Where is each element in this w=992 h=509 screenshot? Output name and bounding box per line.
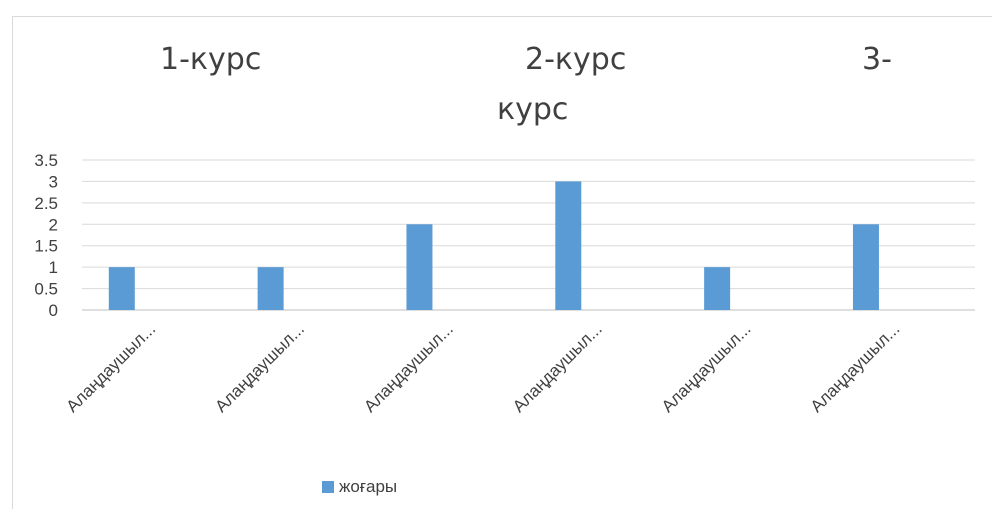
- y-tick-label: 0: [49, 301, 58, 320]
- legend-label: жоғары: [339, 477, 398, 496]
- bars: [108, 181, 879, 310]
- x-axis-labels: Алаңдаушыл... Алаңдаушыл... Алаңдаушыл... А…: [63, 319, 904, 416]
- y-axis-ticks: 0 0.5 1 1.5 2 2.5 3 3.5: [34, 151, 58, 320]
- x-category-label-2: Алаңдаушыл...: [211, 319, 308, 416]
- x-category-label-1: Алаңдаушыл...: [63, 319, 160, 416]
- chart-title-part-1: 1-курс: [160, 42, 262, 77]
- y-tick-label: 0.5: [34, 280, 58, 299]
- legend-swatch: [322, 481, 334, 493]
- x-category-label-4: Алаңдаушыл...: [509, 319, 606, 416]
- chart-title-part-4: курс: [497, 92, 569, 127]
- bar-2: [257, 267, 284, 310]
- x-category-label-5: Алаңдаушыл...: [658, 319, 755, 416]
- x-category-label-6: Алаңдаушыл...: [807, 319, 904, 416]
- y-tick-label: 3.5: [34, 151, 58, 170]
- x-category-label-3: Алаңдаушыл...: [360, 319, 457, 416]
- bar-4: [555, 181, 582, 310]
- y-tick-label: 3: [49, 172, 58, 191]
- chart-frame: [12, 16, 992, 509]
- y-tick-label: 1.5: [34, 237, 58, 256]
- y-tick-label: 1: [49, 258, 58, 277]
- chart-title-part-2: 2-курс: [525, 42, 627, 77]
- legend: жоғары: [322, 477, 397, 497]
- grid-lines: [82, 159, 975, 311]
- bar-5: [704, 267, 731, 310]
- y-tick-label: 2: [49, 215, 58, 234]
- bar-1: [108, 267, 135, 310]
- bar-3: [406, 224, 433, 310]
- y-tick-label: 2.5: [34, 194, 58, 213]
- bar-6: [852, 224, 879, 310]
- chart-title-part-3: 3-: [862, 42, 892, 77]
